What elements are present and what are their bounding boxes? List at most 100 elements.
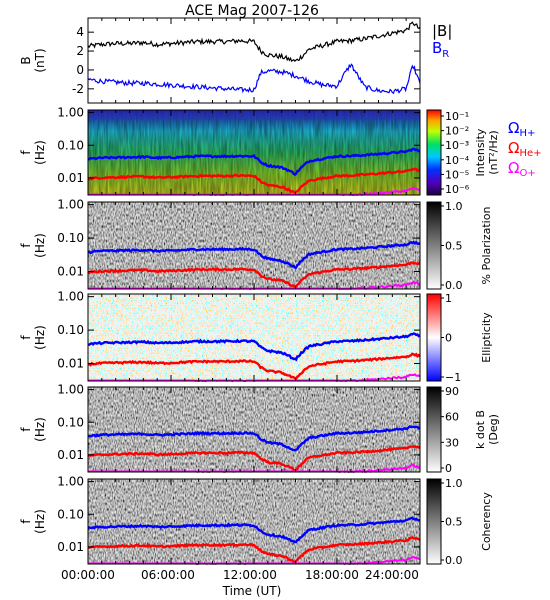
colorbar-tick-label-4-2: 30: [445, 436, 459, 449]
x-tick-label-3: 18:00:00: [305, 568, 359, 582]
y-axis-unit-4: (Hz): [33, 417, 47, 442]
y-axis-unit-3: (Hz): [33, 325, 47, 350]
colorbar-label-2: % Polarization: [480, 207, 493, 285]
colorbar-label-1: Intensity: [474, 128, 487, 176]
colorbar-label-5: Coherency: [480, 492, 493, 551]
y-axis-label-3: f: [19, 335, 33, 340]
y-tick-label-1-2: 0.01: [57, 171, 84, 185]
x-tick-label-4: 24:00:00: [365, 568, 419, 582]
y-axis-unit-1: (Hz): [33, 140, 47, 165]
colorbar-tick-label-3-1: 0: [445, 332, 452, 345]
colorbar-tick-label-3-2: −1: [445, 371, 461, 384]
panel-frame-0: [87, 17, 421, 104]
y-tick-label-5-0: 1.00: [57, 475, 84, 489]
y-axis-label-0: B: [19, 56, 33, 64]
gyrofrequency-line-Heplus-1: [87, 167, 421, 194]
colorbar-tick-label-1-1: 10⁻²: [445, 125, 469, 138]
colorbar-3: [426, 293, 442, 382]
legend-label-0: |B|: [432, 22, 452, 40]
y-axis-unit-2: (Hz): [33, 233, 47, 258]
x-axis: 00:00:00 06:00:00 12:00:00 18:00:00 24:0…: [61, 568, 419, 598]
y-tick-label-1-1: 0.10: [57, 138, 84, 152]
colorbar-tick-label-1-5: 10⁻⁶: [445, 183, 470, 196]
gyro-legend-1: ΩHe+: [508, 139, 542, 159]
gyro-legend-sub-0: H+: [519, 128, 535, 139]
legend-label-1: BR: [432, 39, 449, 60]
y-tick-label-4-1: 0.10: [57, 415, 84, 429]
colorbar-tick-label-3-0: 1: [445, 292, 452, 305]
gyrofrequency-line-Hplus-2: [87, 240, 421, 269]
gyrofrequency-line-Heplus-4: [87, 444, 421, 472]
colorbar-tick-label-5-2: 0.0: [445, 554, 463, 567]
gyrofrequency-line-Hplus-4: [87, 425, 421, 452]
colorbar-5: [426, 478, 442, 565]
colorbar-unit-1: (nT²/Hz): [487, 130, 500, 174]
spectrogram-3: [88, 294, 420, 381]
gyrofrequency-line-Hplus-1: [88, 147, 421, 177]
spectrogram-4: [88, 387, 420, 472]
panel-4: 1.00 0.10 0.01 f (Hz) 90 60 30 0 k dot B (Deg): [19, 383, 500, 475]
gyro-legend-sub-1: He+: [519, 148, 541, 159]
panel-0: 4 2 0 -2 B (nT) |B|BR: [19, 17, 452, 104]
colorbar-4: [426, 386, 442, 473]
colorbar-label-4: k dot B: [474, 410, 487, 449]
gyrofrequency-line-Hplus-5: [87, 516, 421, 544]
y-axis-label-2: f: [19, 243, 33, 248]
y-tick-label-2-2: 0.01: [57, 265, 84, 279]
y-tick-label-3-2: 0.01: [57, 357, 84, 371]
series-line-1: [87, 63, 421, 95]
colorbar-tick-label-1-2: 10⁻³: [445, 139, 469, 152]
gyro-legend-sub-2: O+: [519, 168, 535, 179]
y-tick-label-4-2: 0.01: [57, 448, 84, 462]
x-tick-label-0: 00:00:00: [61, 568, 115, 582]
gyrofrequency-line-Heplus-2: [87, 261, 421, 289]
y-tick-label-0-0: 4: [76, 25, 84, 39]
x-tick-label-2: 12:00:00: [223, 568, 277, 582]
y-tick-label-5-2: 0.01: [57, 540, 84, 554]
panel-2: 1.00 0.10 0.01 f (Hz) 1.0 0.5 0.0 % Polarization: [19, 198, 493, 292]
spectrogram-5: [88, 479, 420, 564]
colorbar-tick-label-1-0: 10⁻¹: [445, 110, 469, 123]
gyrofrequency-line-Hplus-3: [87, 332, 421, 362]
y-axis-unit-5: (Hz): [33, 509, 47, 534]
colorbar-tick-label-2-0: 1.0: [445, 200, 463, 213]
gyrofrequency-line-Heplus-5: [87, 535, 421, 564]
y-axis-label-4: f: [19, 427, 33, 432]
colorbar-tick-label-5-0: 1.0: [445, 477, 463, 490]
y-tick-label-1-0: 1.00: [57, 106, 84, 120]
colorbar-label-3: Ellipticity: [480, 312, 493, 363]
y-tick-label-5-1: 0.10: [57, 507, 84, 521]
x-tick-label-1: 06:00:00: [141, 568, 195, 582]
y-tick-label-0-1: 2: [76, 44, 84, 58]
colorbar-2: [426, 201, 442, 290]
panel-3: 1.00 0.10 0.01 f (Hz) 1 0 −1 Ellipticity: [19, 290, 493, 384]
y-axis-label-1: f: [19, 150, 33, 155]
chart-title: ACE Mag 2007-126: [185, 3, 319, 19]
legend-sub-1: R: [442, 49, 449, 60]
gyro-legend-2: ΩO+: [508, 159, 536, 179]
colorbar-tick-label-4-3: 0: [445, 462, 452, 475]
y-tick-label-3-0: 1.00: [57, 290, 84, 304]
y-tick-label-0-3: -2: [72, 82, 84, 96]
x-axis-label: Time (UT): [222, 584, 282, 598]
y-tick-label-0-2: 0: [76, 63, 84, 77]
spectrogram-2: [88, 202, 420, 289]
colorbar-tick-label-2-2: 0.0: [445, 279, 463, 292]
y-tick-label-2-1: 0.10: [57, 231, 84, 245]
colorbar-unit-4: (Deg): [487, 414, 500, 445]
panel-1: 1.00 0.10 0.01 f (Hz) 10⁻¹ 10⁻²10⁻³ 10⁻⁴10⁻⁵ 10⁻…: [19, 106, 542, 197]
y-tick-label-2-0: 1.00: [57, 198, 84, 212]
y-axis-unit-0: (nT): [33, 48, 47, 72]
colorbar-tick-label-5-1: 0.5: [445, 516, 463, 529]
colorbar-1: [426, 109, 442, 196]
spectrogram-texture-1: [88, 110, 420, 195]
gyrofrequency-line-Heplus-3: [87, 352, 421, 381]
y-axis-label-5: f: [19, 519, 33, 524]
colorbar-tick-label-2-1: 0.5: [445, 240, 463, 253]
colorbar-tick-label-1-3: 10⁻⁴: [445, 154, 470, 167]
colorbar-tick-label-4-1: 60: [445, 411, 459, 424]
colorbar-tick-label-4-0: 90: [445, 385, 459, 398]
colorbar-tick-label-1-4: 10⁻⁵: [445, 168, 469, 181]
gyro-legend-0: ΩH+: [508, 119, 535, 139]
